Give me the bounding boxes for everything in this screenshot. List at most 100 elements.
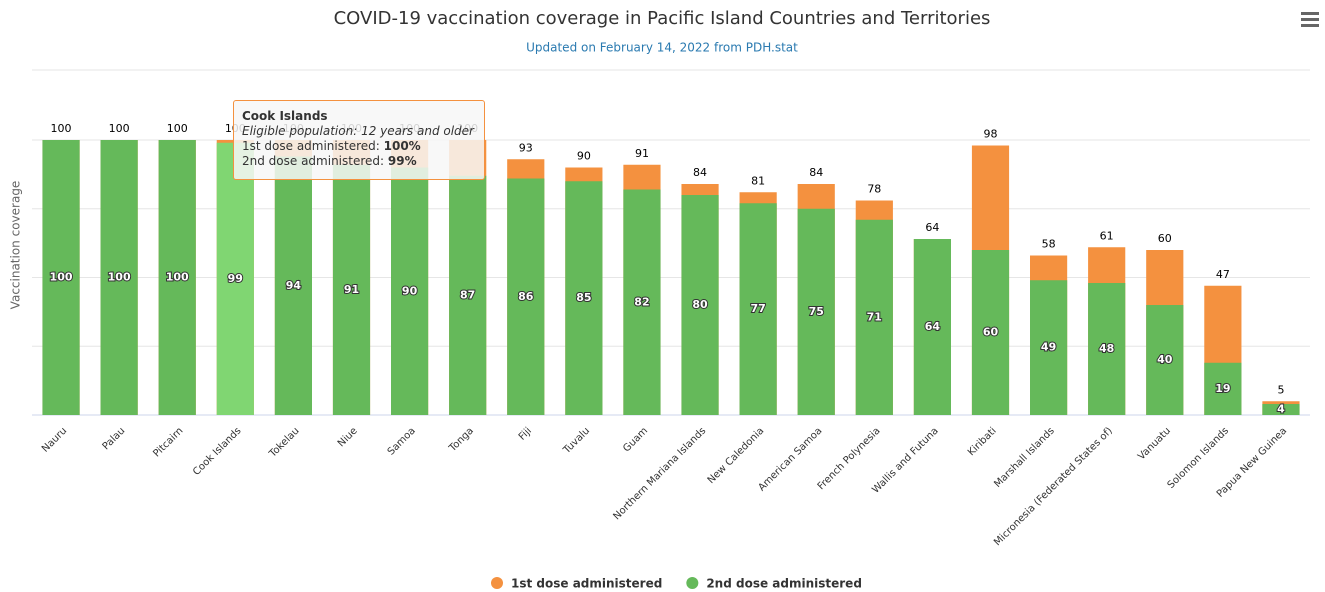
data-label: 60 [983,326,999,339]
data-label: 99 [228,272,243,285]
x-tick-label: Cook Islands [191,425,243,477]
bar [1204,362,1242,415]
x-tick-label: Micronesia (Federated States of) [992,425,1115,548]
data-label: 98 [984,128,998,141]
bar [158,140,196,415]
bar [913,239,951,415]
data-label: 84 [693,166,707,179]
data-label: 5 [1277,383,1284,396]
bar [797,208,835,415]
bar [565,181,603,415]
data-label: 58 [1042,238,1056,251]
x-tick-label: Solomon Islands [1166,425,1232,491]
data-label: 94 [286,279,302,292]
x-tick-label: Tuvalu [561,425,592,456]
x-tick-label: Kiribati [966,425,999,458]
x-tick-label: Fiji [517,425,534,442]
data-label: 100 [109,122,130,135]
x-tick-label: Tokelau [267,425,302,460]
bar [739,203,777,415]
tooltip-label: 1st dose administered: [242,139,384,153]
tooltip: Cook Islands Eligible population: 12 yea… [233,100,485,180]
data-label: 90 [402,284,418,297]
data-label: 91 [635,147,649,160]
legend-item[interactable]: 1st dose administered [491,577,662,591]
menu-bar [1301,24,1319,27]
data-label: 49 [1041,341,1056,354]
x-tick-label: Niue [336,425,360,449]
data-label: 87 [460,288,475,301]
x-tick-label: New Caledonia [706,425,767,486]
tooltip-note: Eligible population: 12 years and older [242,124,474,138]
data-label: 81 [751,174,765,187]
data-label: 64 [925,320,941,333]
y-axis-title: Vaccination coverage [9,181,23,310]
x-tick-label: Vanuatu [1136,425,1173,462]
bar [1262,404,1300,415]
legend-item[interactable]: 2nd dose administered [686,577,862,591]
bar [332,164,371,415]
chart-subtitle: Updated on February 14, 2022 from PDH.st… [526,41,798,55]
bar [100,140,138,415]
data-label: 80 [692,298,708,311]
bar [42,140,80,415]
data-label: 100 [167,122,188,135]
data-label: 90 [577,150,591,163]
legend-symbol [491,577,503,589]
x-tick-label: Palau [101,425,128,452]
data-label: 19 [1215,382,1230,395]
x-tick-label: Guam [621,425,650,454]
data-label: 47 [1216,268,1230,281]
data-label: 71 [867,310,882,323]
data-label: 4 [1277,403,1285,416]
data-label: 100 [50,271,73,284]
menu-bar [1301,18,1319,21]
x-tick-label: Marshall Islands [992,425,1057,490]
tooltip-label: 2nd dose administered: [242,154,388,168]
tooltip-value: 99% [387,154,417,168]
data-label: 48 [1099,342,1114,355]
data-label: 60 [1158,232,1172,245]
x-tick-label: French Polynesia [816,425,883,492]
data-label: 64 [925,221,939,234]
bar [274,156,312,415]
menu-icon[interactable] [1301,12,1319,27]
legend-label: 1st dose administered [511,577,662,591]
data-label: 78 [867,183,881,196]
x-tick-label: American Samoa [756,425,824,493]
bar [391,167,429,415]
x-tick-label: Samoa [386,425,418,457]
tooltip-value: 100% [383,139,421,153]
legend-symbol [686,577,699,589]
menu-bar [1301,12,1319,15]
bar [623,189,661,415]
bar [1030,280,1068,415]
bar [216,142,254,415]
tooltip-title: Cook Islands [242,109,328,123]
data-label: 84 [809,166,823,179]
bar [855,219,893,415]
x-tick-label: Northern Mariana Islands [611,425,708,522]
data-label: 61 [1100,229,1114,242]
bar [449,175,487,415]
bar [1146,305,1184,415]
bar [507,178,545,415]
bar [971,250,1010,415]
chart-title: COVID-19 vaccination coverage in Pacific… [334,8,991,29]
data-label: 100 [166,271,189,284]
data-label: 100 [51,122,72,135]
data-label: 75 [809,305,824,318]
bar [681,195,719,415]
x-tick-label: Wallis and Futuna [870,425,940,495]
legend: 1st dose administered 2nd dose administer… [491,577,862,591]
data-label: 100 [108,271,131,284]
data-label: 82 [634,295,649,308]
data-label: 85 [576,291,591,304]
data-label: 91 [344,283,359,296]
data-label: 77 [750,302,765,315]
bar [1088,283,1126,415]
x-tick-label: Tonga [447,425,476,454]
data-label: 40 [1157,353,1173,366]
